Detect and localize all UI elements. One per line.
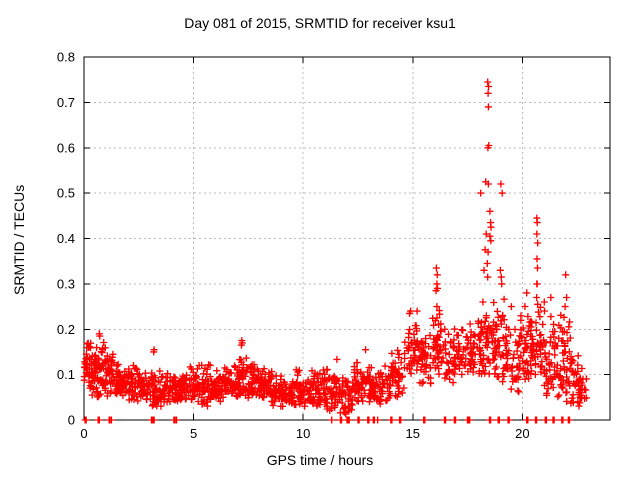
zero-points: [81, 416, 573, 424]
svg-text:0.7: 0.7: [57, 95, 75, 110]
tick-labels: 0 5 10 15 20 0 0.1 0.2 0.3 0.4 0.5 0.6 0.7 0.8: [57, 50, 530, 442]
svg-text:0.1: 0.1: [57, 367, 75, 382]
svg-text:0.6: 0.6: [57, 140, 75, 155]
svg-text:0: 0: [68, 413, 75, 428]
svg-text:15: 15: [406, 426, 420, 441]
svg-text:5: 5: [190, 426, 197, 441]
svg-text:0.4: 0.4: [57, 231, 75, 246]
chart-title: Day 081 of 2015, SRMTID for receiver ksu…: [184, 15, 456, 31]
svg-text:10: 10: [296, 426, 310, 441]
data-points: [80, 295, 590, 418]
outlier-points: [95, 78, 571, 356]
svg-text:0: 0: [80, 426, 87, 441]
svg-text:0.8: 0.8: [57, 50, 75, 65]
x-axis-label: GPS time / hours: [266, 452, 374, 468]
svg-text:0.3: 0.3: [57, 276, 75, 291]
svg-text:20: 20: [515, 426, 529, 441]
grid-lines: [84, 57, 610, 420]
svg-text:0.5: 0.5: [57, 186, 75, 201]
svg-text:0.2: 0.2: [57, 322, 75, 337]
